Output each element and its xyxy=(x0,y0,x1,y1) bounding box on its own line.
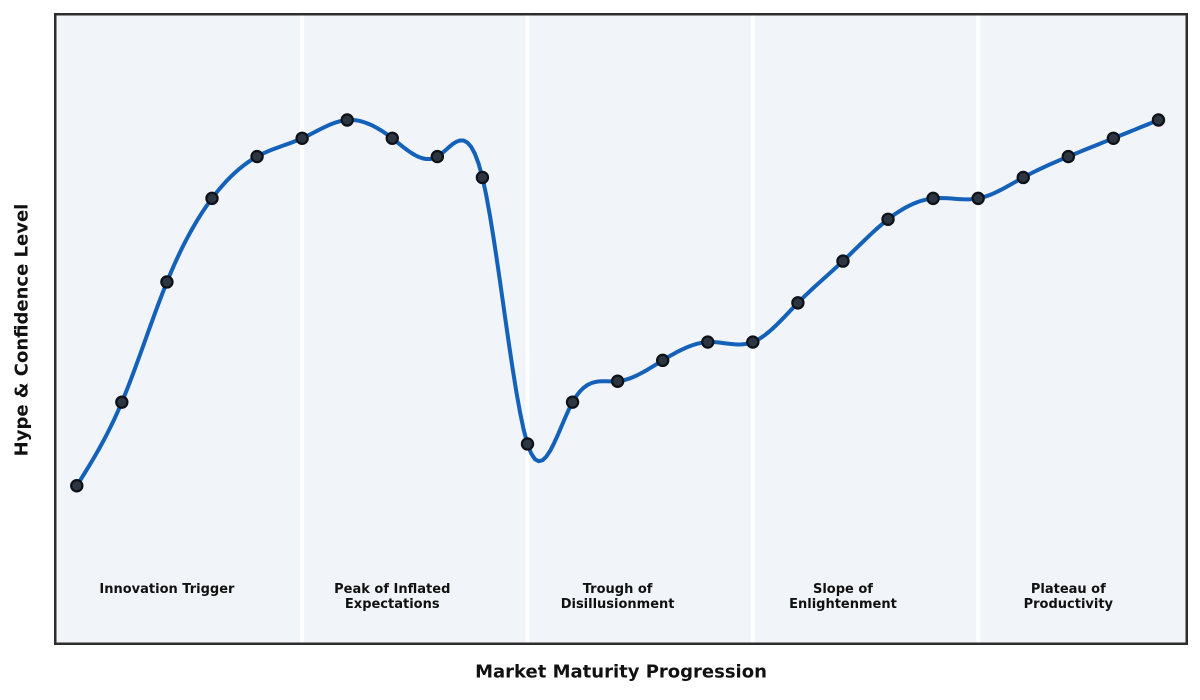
data-point xyxy=(250,149,264,164)
data-point xyxy=(1106,131,1121,145)
data-point xyxy=(610,374,625,388)
data-point xyxy=(655,353,670,368)
data-point xyxy=(295,131,309,145)
data-point xyxy=(475,170,490,185)
phase-label: Slope of Enlightenment xyxy=(789,582,897,612)
data-point xyxy=(340,113,354,127)
phase-label: Plateau of Productivity xyxy=(1023,582,1114,612)
data-point xyxy=(385,131,399,145)
data-point xyxy=(971,191,985,206)
data-point xyxy=(836,254,850,268)
phase-label: Peak of Inflated Expectations xyxy=(334,582,451,612)
data-point xyxy=(1016,170,1030,185)
phase-label: Innovation Trigger xyxy=(99,582,235,597)
data-point xyxy=(881,212,895,226)
chart-canvas xyxy=(54,13,1188,645)
data-point xyxy=(160,275,174,289)
data-point xyxy=(926,191,940,206)
data-point xyxy=(746,335,760,349)
y-axis-label: Hype & Confidence Level xyxy=(11,203,33,457)
data-point xyxy=(430,149,445,164)
phase-label: Trough of Disillusionment xyxy=(560,582,675,612)
axes-border xyxy=(54,13,1188,645)
data-point xyxy=(115,395,129,409)
data-point xyxy=(1151,113,1166,127)
data-point xyxy=(520,437,535,451)
data-point xyxy=(70,479,84,493)
plot-background xyxy=(54,13,1188,645)
data-point xyxy=(565,395,580,409)
data-point xyxy=(791,296,805,310)
data-point xyxy=(701,335,715,349)
x-axis-label: Market Maturity Progression xyxy=(475,661,767,683)
data-point xyxy=(1061,149,1076,164)
data-point xyxy=(205,191,219,206)
